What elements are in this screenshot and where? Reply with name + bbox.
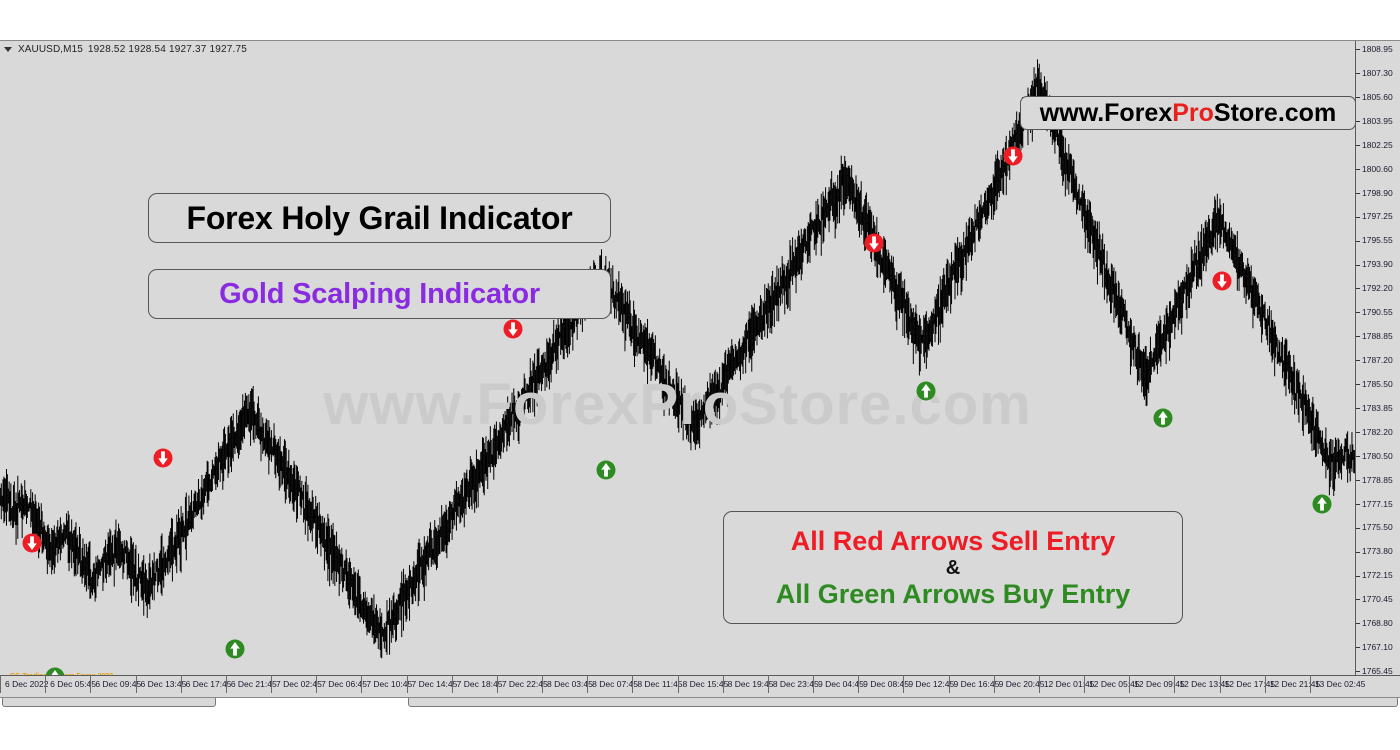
time-tick-label: 9 Dec 16:45 [948, 675, 1000, 693]
buy-arrow-icon [1311, 493, 1333, 515]
time-tick-label: 8 Dec 07:45 [587, 675, 638, 693]
price-tick-label: 1780.50 [1356, 451, 1400, 461]
ohlc-values: 1928.52 1928.54 1927.37 1927.75 [87, 44, 248, 55]
price-tick-label: 1772.15 [1356, 570, 1400, 580]
time-tick-label: 9 Dec 08:45 [858, 675, 909, 693]
indicator-subtitle-panel: Gold Scalping Indicator [148, 269, 611, 319]
price-tick-label: 1768.80 [1356, 618, 1400, 628]
time-tick-label: 8 Dec 15:45 [677, 675, 729, 693]
time-axis[interactable]: 6 Dec 2022 6 Dec 05:45 6 Dec 09:45 6 Dec 13… [0, 675, 1400, 697]
price-tick-label: 1782.20 [1356, 427, 1400, 437]
time-tick-label: 9 Dec 20:45 [993, 675, 1045, 693]
price-tick-label: 1807.30 [1356, 68, 1400, 78]
time-tick-label: 8 Dec 11:45 [632, 675, 683, 693]
price-tick-label: 1778.85 [1356, 475, 1400, 485]
time-tick-label: 13 Dec 02:45 [1309, 675, 1366, 693]
buy-arrow-icon [915, 380, 937, 402]
chevron-down-icon[interactable] [4, 47, 12, 52]
bottom-chrome [0, 698, 1400, 750]
price-tick-label: 1797.25 [1356, 211, 1400, 221]
sell-arrow-icon [863, 232, 885, 254]
time-tick-label: 7 Dec 02:45 [271, 675, 322, 693]
price-tick-label: 1808.95 [1356, 44, 1400, 54]
time-tick-label: 8 Dec 23:45 [767, 675, 819, 693]
time-tick-label: 12 Dec 09:45 [1129, 675, 1185, 693]
symbol-info-bar: XAUUSD,M15 1928.52 1928.54 1927.37 1927.… [4, 44, 247, 55]
indicator-title-panel: Forex Holy Grail Indicator [148, 193, 611, 243]
time-tick-label: 6 Dec 17:45 [180, 675, 232, 693]
legend-ampersand: & [945, 556, 961, 579]
time-tick-label: 9 Dec 12:45 [903, 675, 955, 693]
time-tick-label: 12 Dec 05:45 [1084, 675, 1140, 693]
buy-arrow-icon [224, 638, 246, 660]
price-tick-label: 1773.80 [1356, 546, 1400, 556]
brand-url-panel[interactable]: www.ForexProStore.com [1020, 96, 1356, 130]
indicator-title: Forex Holy Grail Indicator [186, 199, 573, 236]
price-tick-label: 1777.15 [1356, 499, 1400, 509]
buy-arrow-icon [1152, 407, 1174, 429]
legend-buy-text: All Green Arrows Buy Entry [775, 578, 1131, 609]
time-tick-label: 7 Dec 06:45 [316, 675, 367, 693]
price-tick-label: 1765.45 [1356, 666, 1400, 676]
brand-suffix: Store.com [1213, 98, 1337, 127]
price-tick-label: 1787.20 [1356, 355, 1400, 365]
time-tick-label: 12 Dec 17:45 [1219, 675, 1276, 693]
signal-legend-panel: All Red Arrows Sell Entry & All Green Ar… [723, 511, 1183, 624]
price-axis[interactable]: 1808.95 1807.30 1805.60 1803.95 1802.25 1800.… [1355, 41, 1400, 677]
price-tick-label: 1775.50 [1356, 522, 1400, 532]
sell-arrow-icon [21, 532, 43, 554]
price-tick-label: 1802.25 [1356, 140, 1400, 150]
time-tick-label: 8 Dec 19:45 [722, 675, 774, 693]
time-tick-label: 8 Dec 03:45 [542, 675, 593, 693]
time-tick-label: 12 Dec 13:45 [1174, 675, 1230, 693]
price-tick-label: 1795.55 [1356, 235, 1400, 245]
sell-arrow-icon [152, 447, 174, 469]
chart-tab-right[interactable] [408, 698, 1398, 707]
time-tick-label: 6 Dec 21:45 [225, 675, 277, 693]
price-tick-label: 1770.45 [1356, 594, 1400, 604]
price-tick-label: 1800.60 [1356, 164, 1400, 174]
symbol-label: XAUUSD,M15 [18, 44, 83, 55]
time-tick-label: 12 Dec 01:45 [1038, 675, 1095, 693]
price-candlesticks [0, 59, 1355, 659]
legend-sell-text: All Red Arrows Sell Entry [790, 525, 1116, 556]
buy-arrow-icon [595, 459, 617, 481]
price-tick-label: 1783.85 [1356, 403, 1400, 413]
price-tick-label: 1805.60 [1356, 92, 1400, 102]
time-tick-label: 6 Dec 13:45 [135, 675, 187, 693]
chart-window: www.ForexProStore.com XAUUSD,M15 1928.52… [0, 40, 1400, 698]
time-tick-label: 6 Dec 2022 [0, 675, 49, 693]
time-tick-label: 6 Dec 09:45 [90, 675, 142, 693]
price-tick-label: 1790.55 [1356, 307, 1400, 317]
time-tick-label: 6 Dec 05:45 [45, 675, 96, 693]
brand-accent: Pro [1172, 98, 1214, 127]
sell-arrow-icon [1211, 270, 1233, 292]
sell-arrow-icon [502, 318, 524, 340]
price-tick-label: 1792.20 [1356, 283, 1400, 293]
chart-tab-left[interactable] [2, 698, 216, 707]
price-tick-label: 1793.90 [1356, 259, 1400, 269]
time-tick-label: 7 Dec 10:45 [361, 675, 413, 693]
candlestick-plot-area[interactable] [0, 41, 1355, 677]
sell-arrow-icon [1002, 145, 1024, 167]
time-tick-label: 12 Dec 21:45 [1264, 675, 1321, 693]
chart-tab-strip[interactable] [0, 698, 1400, 708]
time-tick-label: 7 Dec 18:45 [451, 675, 503, 693]
price-tick-label: 1803.95 [1356, 116, 1400, 126]
price-tick-label: 1798.90 [1356, 188, 1400, 198]
price-tick-label: 1788.85 [1356, 331, 1400, 341]
time-tick-label: 7 Dec 22:45 [496, 675, 548, 693]
price-tick-label: 1785.50 [1356, 379, 1400, 389]
brand-url: www.ForexProStore.com [1040, 99, 1336, 128]
time-tick-label: 7 Dec 14:45 [406, 675, 458, 693]
time-tick-label: 9 Dec 04:45 [813, 675, 864, 693]
price-tick-label: 1767.10 [1356, 642, 1400, 652]
brand-prefix: www.Forex [1039, 98, 1173, 127]
indicator-subtitle: Gold Scalping Indicator [219, 277, 540, 310]
